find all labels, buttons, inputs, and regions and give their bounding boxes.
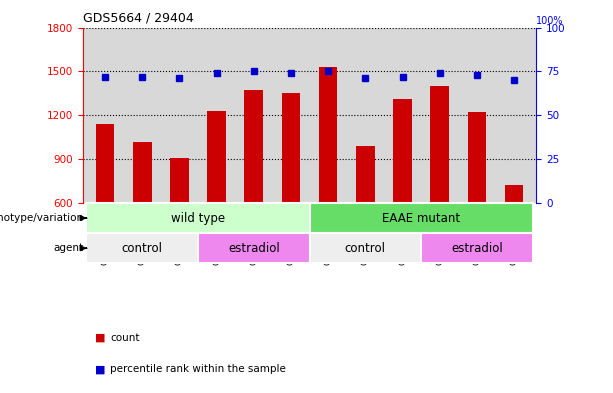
Text: genotype/variation: genotype/variation xyxy=(0,213,83,223)
Bar xyxy=(421,233,533,263)
Bar xyxy=(86,233,198,263)
Bar xyxy=(319,67,337,203)
Bar xyxy=(198,233,310,263)
Bar xyxy=(245,90,263,203)
Bar xyxy=(310,233,421,263)
Bar xyxy=(393,99,412,203)
Text: estradiol: estradiol xyxy=(451,242,503,255)
Bar xyxy=(170,158,189,203)
Text: percentile rank within the sample: percentile rank within the sample xyxy=(110,364,286,375)
Bar xyxy=(504,185,524,203)
Text: control: control xyxy=(122,242,162,255)
Bar xyxy=(468,112,486,203)
Bar xyxy=(96,124,115,203)
Text: agent: agent xyxy=(53,243,83,253)
Text: control: control xyxy=(345,242,386,255)
Text: count: count xyxy=(110,333,140,343)
Text: GDS5664 / 29404: GDS5664 / 29404 xyxy=(83,12,194,25)
Bar xyxy=(133,141,151,203)
Bar xyxy=(356,146,375,203)
Bar xyxy=(86,203,310,233)
Bar xyxy=(310,203,533,233)
Text: 100%: 100% xyxy=(536,16,564,26)
Text: wild type: wild type xyxy=(171,211,225,224)
Text: estradiol: estradiol xyxy=(228,242,280,255)
Bar xyxy=(430,86,449,203)
Text: ■: ■ xyxy=(95,364,105,375)
Bar xyxy=(207,111,226,203)
Text: EAAE mutant: EAAE mutant xyxy=(382,211,460,224)
Bar xyxy=(282,93,300,203)
Text: ■: ■ xyxy=(95,333,105,343)
